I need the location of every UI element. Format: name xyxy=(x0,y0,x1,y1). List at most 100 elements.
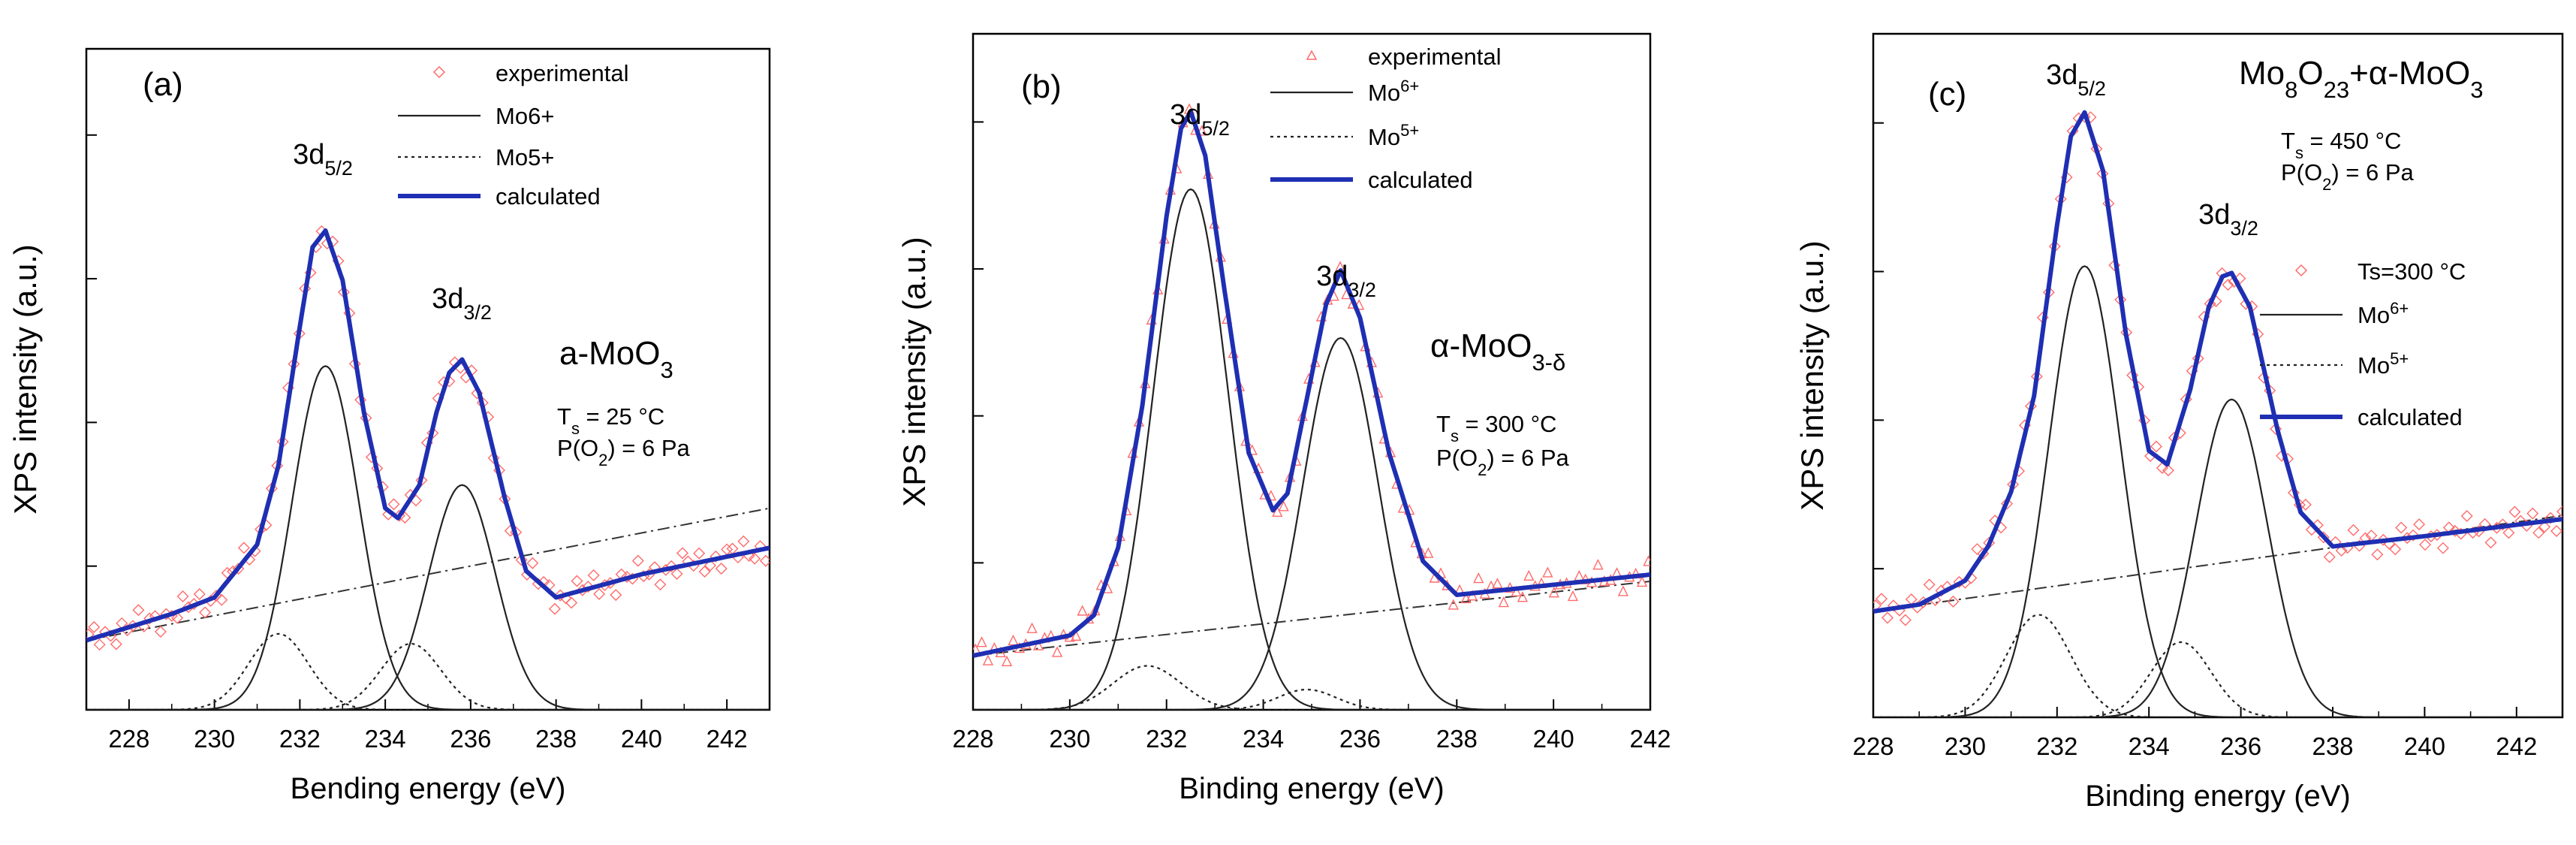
experimental-point xyxy=(2544,512,2557,524)
experimental-point xyxy=(1077,605,1088,616)
experimental-point xyxy=(1876,593,1888,605)
experimental-point xyxy=(670,567,683,580)
sample-label: a-MoO3 xyxy=(559,335,673,383)
experimental-point xyxy=(2419,539,2431,551)
x-tick-label: 230 xyxy=(1049,725,1090,753)
experimental-point xyxy=(1567,590,1579,602)
experimental-point xyxy=(2234,272,2246,285)
legend-label-3: calculated xyxy=(2358,404,2463,430)
experimental-point xyxy=(2502,527,2515,539)
experimental-point xyxy=(171,611,184,624)
experimental-point xyxy=(193,588,206,601)
experimental-point xyxy=(2347,524,2360,536)
peak-label-0: 3d5/2 xyxy=(1170,99,1230,140)
plot-area xyxy=(1873,110,2562,717)
experimental-point xyxy=(1423,547,1434,558)
peak-label-1: 3d3/2 xyxy=(2198,199,2258,240)
condition-1: P(O2) = 6 Pa xyxy=(2281,159,2415,194)
calculated-curve xyxy=(1873,110,2562,614)
x-tick-label: 242 xyxy=(2496,732,2537,760)
experimental-point xyxy=(982,654,994,665)
experimental-point xyxy=(2413,518,2426,531)
experimental-point xyxy=(715,563,728,575)
experimental-point xyxy=(1026,622,1038,633)
experimental-point xyxy=(199,606,212,619)
legend-marker-experimental xyxy=(2294,264,2308,277)
experimental-point xyxy=(132,604,145,617)
experimental-point xyxy=(515,554,528,566)
experimental-point xyxy=(2299,498,2312,511)
experimental-point xyxy=(215,593,228,606)
experimental-point xyxy=(2222,279,2234,291)
experimental-point xyxy=(2323,551,2336,563)
experimental-point xyxy=(2496,518,2509,531)
experimental-point xyxy=(2556,505,2562,518)
x-tick-label: 236 xyxy=(1339,725,1381,753)
experimental-point xyxy=(710,550,722,563)
calculated-curve xyxy=(973,109,1650,658)
x-tick-label: 228 xyxy=(1852,732,1894,760)
peak-label-0: 3d5/2 xyxy=(293,139,353,180)
panel-label: (a) xyxy=(143,66,183,103)
experimental-point xyxy=(1071,629,1082,641)
component-mo5-peak-2 xyxy=(973,665,1650,710)
x-tick-label: 238 xyxy=(2312,732,2353,760)
experimental-point xyxy=(676,547,688,560)
experimental-point xyxy=(593,587,606,600)
experimental-point xyxy=(2484,536,2497,549)
experimental-point xyxy=(631,554,644,567)
legend-label-0: experimental xyxy=(1368,44,1501,70)
x-tick-label: 238 xyxy=(1436,725,1478,753)
experimental-point xyxy=(237,542,250,554)
experimental-point xyxy=(2532,527,2545,539)
x-tick-label: 234 xyxy=(2129,732,2170,760)
legend-label-0: Ts=300 °C xyxy=(2358,258,2466,285)
x-tick-label: 238 xyxy=(535,725,577,753)
x-tick-label: 240 xyxy=(2404,732,2445,760)
plot-area xyxy=(86,225,770,710)
experimental-point xyxy=(154,625,167,638)
experimental-point xyxy=(1947,595,1960,608)
experimental-point xyxy=(1196,125,1207,136)
legend-marker-experimental xyxy=(1306,50,1318,60)
component-mo6-peak-0 xyxy=(973,188,1650,710)
experimental-point xyxy=(2150,440,2162,453)
experimental-point xyxy=(93,638,106,651)
experimental-point xyxy=(737,535,750,548)
experimental-point xyxy=(1278,500,1289,512)
experimental-point xyxy=(1542,566,1553,578)
experimental-point xyxy=(2335,545,2348,557)
component-mo6-peak-0 xyxy=(1873,265,2562,717)
sample-label: Mo8O23+α-MoO3 xyxy=(2239,55,2483,103)
x-tick-label: 242 xyxy=(1629,725,1671,753)
experimental-point xyxy=(2508,505,2521,518)
x-axis-title: Bending energy (eV) xyxy=(291,772,566,805)
plot-area xyxy=(973,103,1650,710)
legend: experimental Mo6+ Mo5+ calculated xyxy=(398,60,628,210)
experimental-point xyxy=(2395,521,2408,534)
experimental-point xyxy=(2538,521,2551,533)
experimental-point xyxy=(2287,487,2300,499)
experimental-point xyxy=(1001,655,1013,667)
experimental-point xyxy=(749,552,761,565)
experimental-point xyxy=(1971,543,1984,556)
experimental-point xyxy=(587,569,600,581)
legend-label-2: Mo5+ xyxy=(2358,349,2409,379)
experimental-point xyxy=(976,636,987,647)
experimental-point xyxy=(143,612,156,625)
experimental-point xyxy=(2270,423,2282,436)
experimental-point xyxy=(1548,587,1559,598)
experimental-point xyxy=(1887,599,1900,612)
legend: Ts=300 °C Mo6+ Mo5+ calculated xyxy=(2260,258,2466,430)
x-tick-label: 236 xyxy=(450,725,491,753)
x-tick-label: 232 xyxy=(279,725,321,753)
experimental-point xyxy=(1636,575,1648,587)
component-mo6-peak-0 xyxy=(86,365,770,710)
condition-0: Ts = 450 °C xyxy=(2281,128,2401,162)
experimental-point xyxy=(698,566,711,578)
experimental-point xyxy=(2407,529,2420,542)
experimental-point xyxy=(571,575,583,587)
x-tick-label: 234 xyxy=(365,725,406,753)
experimental-point xyxy=(1473,572,1484,584)
